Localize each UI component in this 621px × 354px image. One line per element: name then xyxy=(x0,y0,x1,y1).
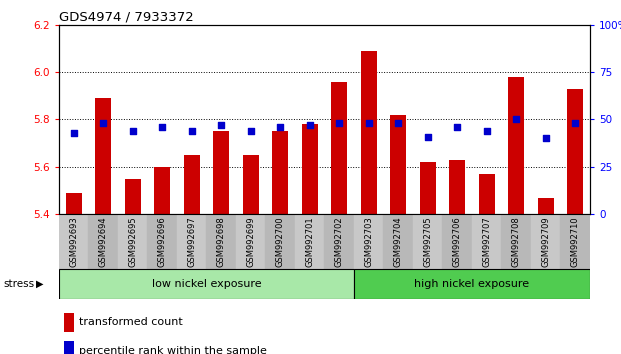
Bar xyxy=(265,214,295,269)
Bar xyxy=(65,313,74,332)
Point xyxy=(511,116,521,122)
Bar xyxy=(354,214,383,269)
Point xyxy=(541,136,551,141)
Bar xyxy=(501,214,531,269)
Bar xyxy=(65,341,74,354)
Bar xyxy=(331,82,347,214)
Bar xyxy=(59,214,88,269)
Bar xyxy=(177,214,206,269)
Text: GSM992704: GSM992704 xyxy=(394,216,402,267)
Bar xyxy=(538,198,554,214)
Text: transformed count: transformed count xyxy=(79,318,183,327)
Point xyxy=(98,120,108,126)
Bar xyxy=(472,214,501,269)
Text: low nickel exposure: low nickel exposure xyxy=(152,279,261,289)
Bar xyxy=(479,174,495,214)
Bar xyxy=(295,214,324,269)
Bar xyxy=(147,214,177,269)
Bar xyxy=(361,51,377,214)
Text: GSM992700: GSM992700 xyxy=(276,216,284,267)
Point xyxy=(452,124,462,130)
Bar xyxy=(383,214,413,269)
Text: GSM992709: GSM992709 xyxy=(542,216,550,267)
Bar xyxy=(390,115,406,214)
Text: GSM992708: GSM992708 xyxy=(512,216,520,267)
Text: GSM992702: GSM992702 xyxy=(335,216,343,267)
Point xyxy=(334,120,344,126)
Bar xyxy=(567,89,583,214)
Bar xyxy=(420,162,436,214)
Point xyxy=(157,124,167,130)
Bar xyxy=(508,77,524,214)
Text: GSM992706: GSM992706 xyxy=(453,216,461,267)
Bar xyxy=(213,131,229,214)
Bar xyxy=(236,214,265,269)
Text: GSM992705: GSM992705 xyxy=(424,216,432,267)
Point xyxy=(482,128,492,134)
Text: ▶: ▶ xyxy=(36,279,43,289)
Bar xyxy=(59,269,354,299)
Point xyxy=(275,124,285,130)
Text: GSM992696: GSM992696 xyxy=(158,216,166,267)
Point xyxy=(423,134,433,139)
Text: high nickel exposure: high nickel exposure xyxy=(414,279,530,289)
Bar xyxy=(560,214,590,269)
Bar xyxy=(413,214,442,269)
Point xyxy=(128,128,138,134)
Point xyxy=(246,128,256,134)
Bar xyxy=(88,214,118,269)
Bar xyxy=(95,98,111,214)
Bar xyxy=(531,214,560,269)
Bar xyxy=(302,124,318,214)
Point xyxy=(216,122,226,128)
Text: percentile rank within the sample: percentile rank within the sample xyxy=(79,346,267,354)
Point xyxy=(393,120,403,126)
Bar xyxy=(354,269,590,299)
Text: GSM992694: GSM992694 xyxy=(99,216,107,267)
Bar xyxy=(243,155,259,214)
Bar xyxy=(206,214,236,269)
Text: GSM992701: GSM992701 xyxy=(306,216,314,267)
Bar xyxy=(449,160,465,214)
Point xyxy=(305,122,315,128)
Point xyxy=(69,130,79,136)
Text: GSM992699: GSM992699 xyxy=(247,216,255,267)
Text: GDS4974 / 7933372: GDS4974 / 7933372 xyxy=(59,11,194,24)
Bar xyxy=(118,214,147,269)
Bar xyxy=(125,179,141,214)
Point xyxy=(187,128,197,134)
Text: GSM992695: GSM992695 xyxy=(129,216,137,267)
Text: GSM992707: GSM992707 xyxy=(483,216,491,267)
Bar xyxy=(442,214,472,269)
Bar xyxy=(272,131,288,214)
Bar xyxy=(66,193,82,214)
Point xyxy=(364,120,374,126)
Point xyxy=(570,120,580,126)
Text: GSM992693: GSM992693 xyxy=(70,216,78,267)
Text: GSM992710: GSM992710 xyxy=(571,216,579,267)
Text: GSM992698: GSM992698 xyxy=(217,216,225,267)
Text: GSM992697: GSM992697 xyxy=(188,216,196,267)
Text: stress: stress xyxy=(3,279,34,289)
Bar xyxy=(154,167,170,214)
Text: GSM992703: GSM992703 xyxy=(365,216,373,267)
Bar xyxy=(184,155,200,214)
Bar xyxy=(324,214,354,269)
